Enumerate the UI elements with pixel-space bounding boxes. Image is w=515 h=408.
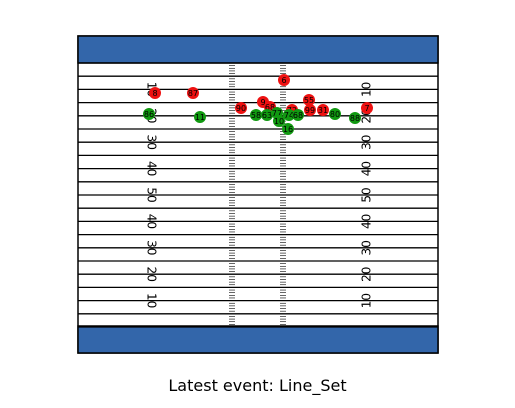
offense-player: 99 (304, 104, 316, 116)
player-marker (143, 108, 155, 120)
player-number: 68 (293, 111, 303, 120)
player-number: 87 (188, 89, 198, 98)
yard-lines (78, 62, 438, 328)
player-marker (250, 109, 262, 121)
defense-player: 74 (283, 109, 295, 121)
offense-player: 90 (235, 102, 247, 114)
yard-number: 40 (145, 161, 159, 176)
player-number: 55 (304, 96, 314, 105)
yard-number: 10 (360, 82, 374, 97)
player-number: 68 (265, 103, 275, 112)
player-marker (149, 87, 161, 99)
defense-player: 88 (349, 112, 361, 124)
yard-number: 40 (360, 161, 374, 176)
player-marker (304, 104, 316, 116)
endzone-bottom (77, 325, 439, 354)
player-marker (303, 94, 315, 106)
player-marker (273, 115, 285, 127)
offense-player: 7 (361, 102, 373, 114)
defense-player: 68 (292, 109, 304, 121)
yard-number: 20 (360, 267, 374, 282)
player-number: 8 (152, 89, 157, 98)
player-number: 16 (283, 125, 293, 134)
defense-player: 11 (194, 111, 206, 123)
yard-number: 10 (145, 293, 159, 308)
defense-player: 63 (261, 109, 273, 121)
player-number: 99 (305, 106, 315, 115)
player-number: 90 (236, 104, 246, 113)
yard-number: 50 (145, 187, 159, 202)
player-marker (317, 104, 329, 116)
yard-number: 30 (145, 135, 159, 150)
player-marker (261, 109, 273, 121)
player-marker (329, 108, 341, 120)
player-marker (194, 111, 206, 123)
yard-number: 10 (360, 293, 374, 308)
player-number: 11 (195, 113, 205, 122)
player-number: 63 (262, 111, 272, 120)
defense-player: 80 (329, 108, 341, 120)
defense-player: 58 (250, 109, 262, 121)
player-number: 80 (330, 110, 340, 119)
player-number: 10 (274, 117, 284, 126)
player-marker (361, 102, 373, 114)
yard-number: 40 (145, 214, 159, 229)
player-number: 6 (281, 76, 286, 85)
offense-player: 31 (317, 104, 329, 116)
yard-number: 50 (360, 187, 374, 202)
player-marker (349, 112, 361, 124)
players-layer: 8876909687255993178611586377746810168088 (143, 74, 373, 135)
endzone-top (77, 35, 439, 64)
player-number: 58 (251, 111, 261, 120)
defense-player: 86 (143, 108, 155, 120)
player-number: 31 (318, 106, 328, 115)
player-number: 88 (350, 114, 360, 123)
yard-number: 30 (145, 240, 159, 255)
player-number: 74 (284, 111, 294, 120)
yard-number: 30 (360, 135, 374, 150)
offense-player: 8 (149, 87, 161, 99)
yard-number: 30 (360, 240, 374, 255)
player-marker (283, 109, 295, 121)
player-marker (292, 109, 304, 121)
player-marker (278, 74, 290, 86)
player-marker (235, 102, 247, 114)
offense-player: 87 (187, 87, 199, 99)
player-number: 9 (260, 98, 265, 107)
player-number: 86 (144, 110, 154, 119)
offense-player: 55 (303, 94, 315, 106)
yard-number: 40 (360, 214, 374, 229)
player-number: 7 (364, 104, 369, 113)
player-number: 77 (272, 109, 282, 118)
player-marker (282, 123, 294, 135)
event-caption: Latest event: Line_Set (168, 376, 347, 395)
offense-player: 6 (278, 74, 290, 86)
defense-player: 16 (282, 123, 294, 135)
defense-player: 10 (273, 115, 285, 127)
yard-number: 20 (145, 267, 159, 282)
player-marker (187, 87, 199, 99)
